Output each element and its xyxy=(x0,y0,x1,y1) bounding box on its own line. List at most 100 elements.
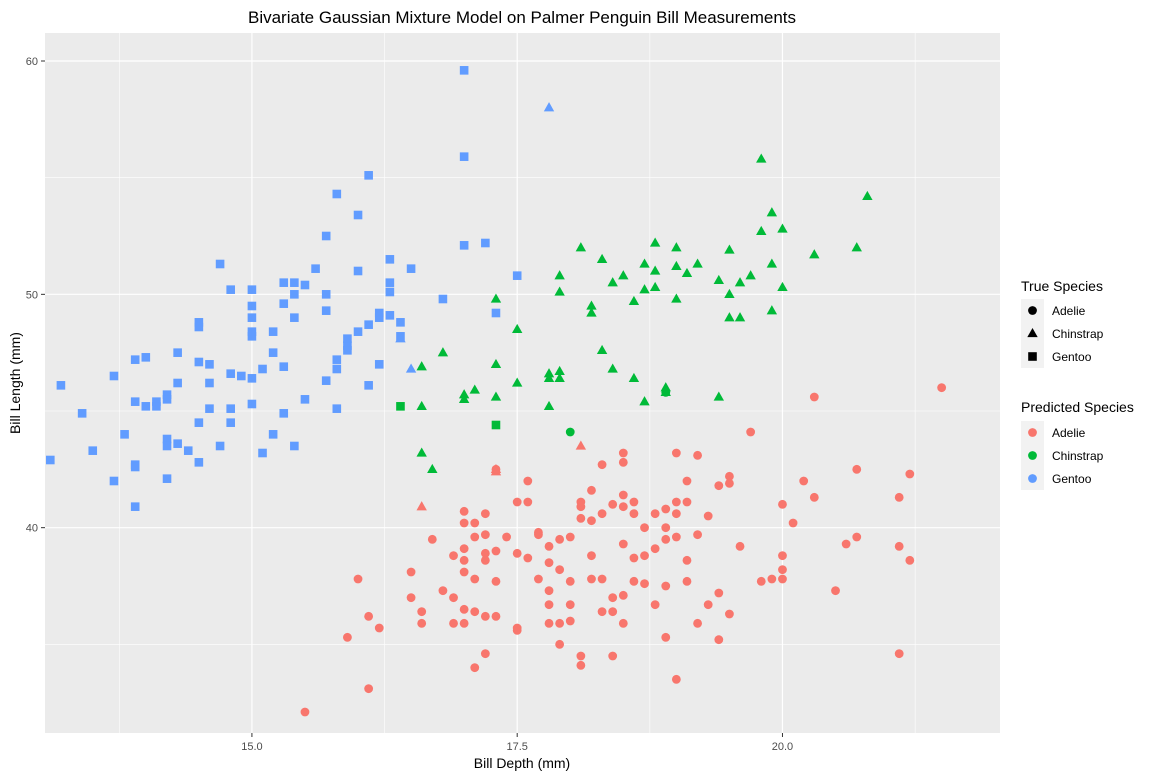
point-gentoo-predicted-gentoo xyxy=(130,397,140,406)
point-adelie-predicted-adelie xyxy=(725,609,734,619)
point-gentoo-predicted-gentoo xyxy=(364,320,373,329)
point-adelie-predicted-adelie xyxy=(576,513,586,523)
point-gentoo-predicted-gentoo xyxy=(512,271,522,280)
point-chinstrap-predicted-chinstrap xyxy=(649,237,661,247)
point-adelie-predicted-adelie xyxy=(459,604,469,614)
point-adelie-predicted-adelie xyxy=(459,544,469,554)
point-gentoo-predicted-gentoo xyxy=(88,446,98,455)
point-gentoo-predicted-gentoo xyxy=(385,278,395,287)
point-gentoo-predicted-gentoo xyxy=(332,355,342,364)
point-gentoo-predicted-gentoo xyxy=(237,371,246,381)
point-chinstrap-predicted-adelie xyxy=(575,440,587,450)
point-adelie-predicted-adelie xyxy=(364,684,374,694)
point-adelie-predicted-adelie xyxy=(544,558,554,568)
point-chinstrap-predicted-chinstrap xyxy=(607,277,618,287)
point-gentoo-predicted-gentoo xyxy=(279,409,289,418)
point-chinstrap-predicted-chinstrap xyxy=(681,267,693,278)
point-adelie-predicted-adelie xyxy=(491,464,501,474)
x-tick-label: 17.5 xyxy=(506,741,527,753)
point-adelie-predicted-adelie xyxy=(544,541,554,551)
point-adelie-predicted-adelie xyxy=(555,618,565,628)
point-adelie-predicted-adelie xyxy=(682,476,692,486)
point-gentoo-predicted-gentoo xyxy=(162,434,172,444)
point-chinstrap-predicted-chinstrap xyxy=(628,372,640,383)
point-chinstrap-predicted-chinstrap xyxy=(490,358,502,369)
point-adelie-predicted-adelie xyxy=(587,574,596,584)
point-adelie-predicted-adelie xyxy=(618,457,628,467)
point-gentoo-predicted-gentoo xyxy=(130,502,140,511)
point-gentoo-predicted-gentoo xyxy=(226,418,235,427)
point-chinstrap-predicted-chinstrap xyxy=(649,281,661,292)
point-adelie-predicted-adelie xyxy=(788,518,798,528)
point-adelie-predicted-adelie xyxy=(725,471,734,481)
point-adelie-predicted-adelie xyxy=(618,590,628,600)
point-adelie-predicted-adelie xyxy=(671,674,681,684)
point-adelie-predicted-adelie xyxy=(682,497,692,507)
point-adelie-predicted-adelie xyxy=(661,534,671,544)
point-gentoo-predicted-gentoo xyxy=(481,238,490,248)
point-gentoo-predicted-gentoo xyxy=(290,290,299,299)
point-chinstrap-predicted-chinstrap xyxy=(649,265,661,275)
point-gentoo-predicted-gentoo xyxy=(162,474,172,483)
point-gentoo-predicted-gentoo xyxy=(321,290,331,299)
point-adelie-predicted-adelie xyxy=(459,555,469,565)
point-adelie-predicted-adelie xyxy=(841,539,851,549)
point-chinstrap-predicted-chinstrap xyxy=(416,361,427,371)
point-gentoo-predicted-gentoo xyxy=(205,360,214,369)
point-chinstrap-predicted-chinstrap xyxy=(756,153,767,163)
x-tick-label: 20.0 xyxy=(772,741,793,753)
point-chinstrap-predicted-chinstrap xyxy=(511,323,523,334)
point-adelie-predicted-adelie xyxy=(587,485,596,495)
point-gentoo-predicted-gentoo xyxy=(247,327,257,336)
point-adelie-predicted-adelie xyxy=(459,618,469,628)
point-adelie-predicted-adelie xyxy=(714,635,724,645)
point-adelie-predicted-adelie xyxy=(438,586,448,596)
point-adelie-predicted-adelie xyxy=(491,576,501,586)
point-adelie-predicted-adelie xyxy=(671,509,681,519)
point-adelie-predicted-adelie xyxy=(693,530,702,540)
point-gentoo-predicted-gentoo xyxy=(268,327,278,336)
point-chinstrap-predicted-chinstrap xyxy=(416,447,427,457)
point-gentoo-predicted-gentoo xyxy=(459,152,469,161)
point-chinstrap-predicted-chinstrap xyxy=(724,312,735,322)
point-gentoo-predicted-gentoo xyxy=(353,210,363,220)
point-adelie-predicted-adelie xyxy=(576,502,586,512)
legend-key-gentoo-shape xyxy=(1028,352,1037,361)
point-adelie-predicted-adelie xyxy=(523,497,533,507)
axes: 15.0 17.5 20.0 40 50 60 xyxy=(26,56,793,753)
chart-title: Bivariate Gaussian Mixture Model on Palm… xyxy=(248,8,796,27)
point-adelie-predicted-adelie xyxy=(650,509,660,519)
point-chinstrap-predicted-chinstrap xyxy=(809,249,820,259)
point-adelie-predicted-adelie xyxy=(597,509,607,519)
point-gentoo-predicted-gentoo xyxy=(141,353,151,362)
point-chinstrap-predicted-chinstrap xyxy=(862,190,873,201)
point-chinstrap-predicted-chinstrap xyxy=(554,372,565,383)
point-adelie-predicted-adelie xyxy=(587,551,596,561)
point-chinstrap-predicted-chinstrap xyxy=(692,258,703,268)
legend-label-chinstrap: Chinstrap xyxy=(1052,449,1104,463)
point-adelie-predicted-adelie xyxy=(544,600,554,610)
point-adelie-predicted-adelie xyxy=(597,607,607,617)
point-gentoo-predicted-gentoo xyxy=(385,311,395,320)
point-adelie-predicted-adelie xyxy=(491,611,501,621)
point-adelie-predicted-adelie xyxy=(682,576,692,586)
point-gentoo-predicted-gentoo xyxy=(332,189,342,199)
point-gentoo-predicted-gentoo xyxy=(343,334,352,343)
point-chinstrap-predicted-chinstrap xyxy=(618,270,629,280)
point-adelie-predicted-adelie xyxy=(682,555,692,565)
point-chinstrap-predicted-chinstrap xyxy=(458,393,470,404)
point-adelie-predicted-adelie xyxy=(661,504,671,514)
point-gentoo-predicted-gentoo xyxy=(300,395,310,404)
point-gentoo-predicted-gentoo xyxy=(226,285,235,294)
y-tick-label: 60 xyxy=(26,56,38,68)
point-adelie-predicted-adelie xyxy=(693,450,702,460)
point-adelie-predicted-adelie xyxy=(343,632,352,642)
point-chinstrap-predicted-chinstrap xyxy=(745,270,756,280)
point-chinstrap-predicted-chinstrap xyxy=(437,347,449,357)
minor-gridlines xyxy=(45,33,1000,733)
point-gentoo-predicted-gentoo xyxy=(194,357,204,367)
point-gentoo-predicted-gentoo xyxy=(290,313,299,322)
legend-label-gentoo: Gentoo xyxy=(1052,350,1092,364)
point-adelie-predicted-adelie xyxy=(937,383,947,393)
